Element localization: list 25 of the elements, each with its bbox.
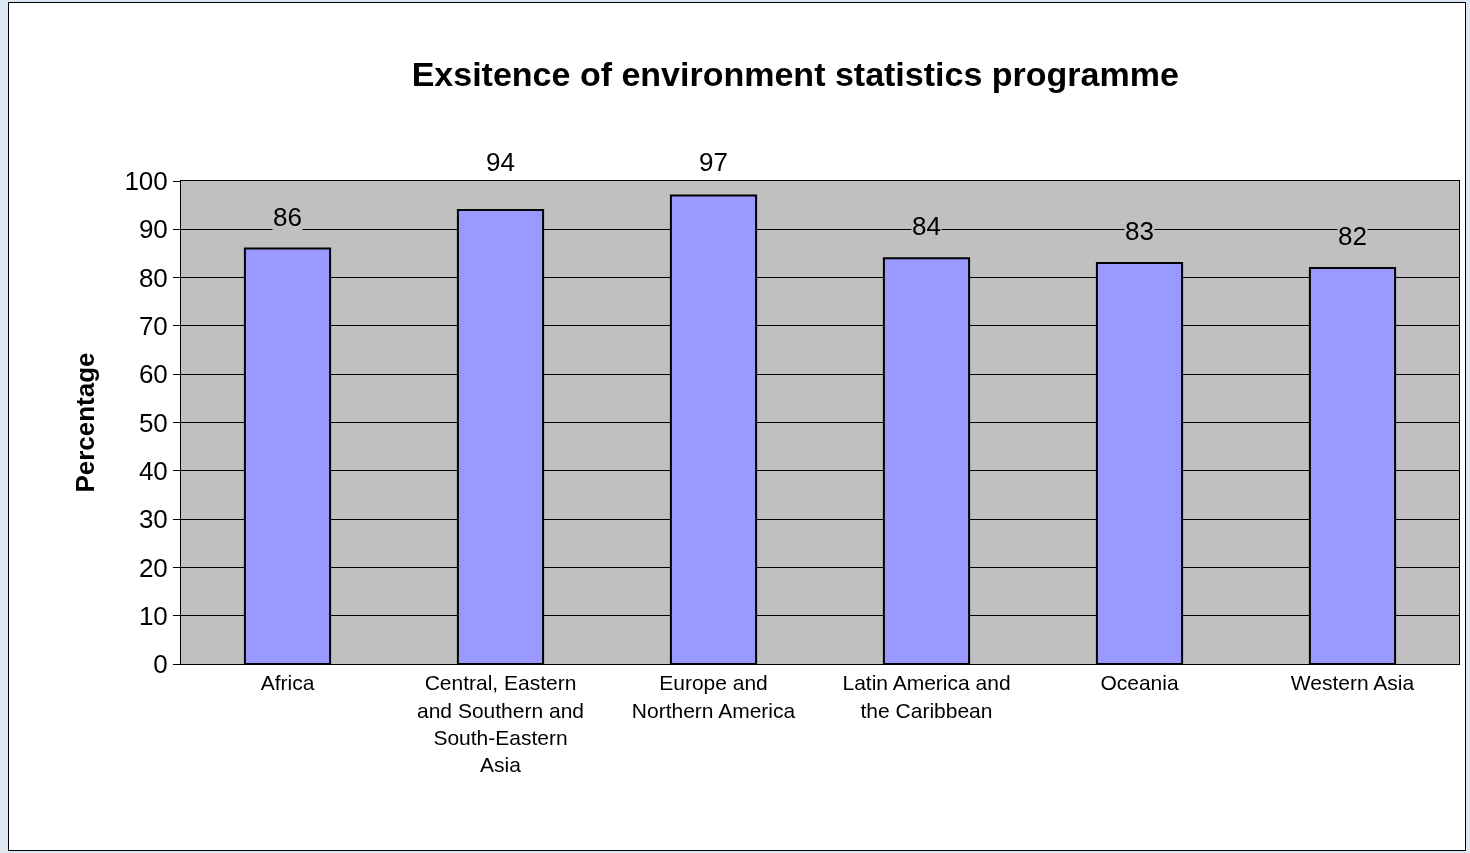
y-tick-label: 60 <box>138 359 168 390</box>
x-tick-label: Central, Eastern and Southern and South-Eastern Asia <box>417 671 584 777</box>
data-label: 97 <box>699 147 728 177</box>
x-tick-label: Africa <box>260 671 315 695</box>
y-tick-label: 0 <box>153 649 168 680</box>
y-tick-label: 50 <box>138 407 168 438</box>
x-tick-label: Latin America and the Caribbean <box>842 671 1011 722</box>
y-tick-label: 10 <box>138 600 168 631</box>
data-label: 86 <box>273 202 302 232</box>
x-tick-label: Europe and Northern America <box>631 671 796 722</box>
y-tick-label: 90 <box>138 214 168 245</box>
y-axis-title: Percentage <box>69 352 100 493</box>
data-label: 84 <box>912 211 941 241</box>
y-tick-label: 80 <box>138 262 168 293</box>
data-label: 94 <box>486 147 515 177</box>
x-tick-label: Western Asia <box>1290 671 1415 695</box>
y-tick-label: 70 <box>138 311 168 341</box>
x-tick-label: Oceania <box>1100 671 1179 695</box>
y-tick-label: 30 <box>138 504 168 535</box>
y-tick-label: 100 <box>124 166 168 197</box>
chart-title: Exsitence of environment statistics programme <box>411 55 1179 94</box>
data-label: 82 <box>1338 221 1367 251</box>
y-tick-label: 40 <box>138 455 168 486</box>
data-label: 83 <box>1125 216 1154 246</box>
y-tick-label: 20 <box>138 552 168 583</box>
